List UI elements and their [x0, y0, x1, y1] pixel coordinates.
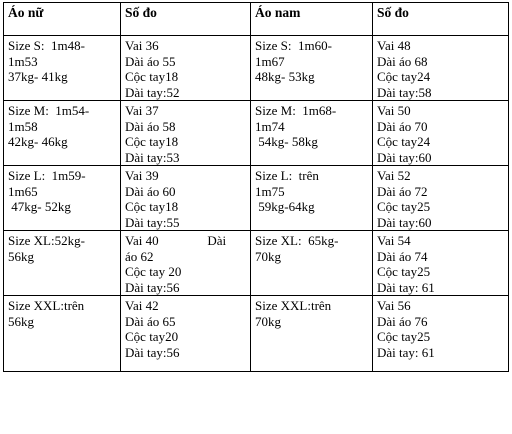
cell-line: Vai 40 Dài — [125, 233, 227, 248]
cell-line: Dài tay:60 — [377, 214, 432, 230]
cell-line: Size L: 1m59- — [8, 168, 86, 183]
cell-line: Cộc tay18 — [125, 69, 179, 84]
cell-line: Vai 54 — [377, 233, 411, 248]
table-row-size-xxl: Size XXL:trên 56kg Vai 42 Dài áo 65 Cộc … — [3, 295, 509, 372]
cell-line: Vai 36 — [125, 38, 159, 53]
cell-line: 47kg- 52kg — [8, 199, 71, 214]
header-men-measurements: Số đo — [372, 2, 509, 36]
men-measure-cell: Vai 48 Dài áo 68 Cộc tay24 Dài tay:58 — [372, 35, 509, 101]
cell-line: Cộc tay18 — [125, 134, 179, 149]
men-measure-cell: Vai 50 Dài áo 70 Cộc tay24 Dài tay:60 — [372, 100, 509, 166]
cell-line: Cộc tay25 — [377, 199, 431, 214]
cell-line: Cộc tay25 — [377, 329, 431, 344]
cell-line: 59kg-64kg — [255, 199, 315, 214]
cell-line: Dài tay:58 — [377, 84, 432, 100]
cell-line: 1m67 — [255, 53, 285, 69]
women-measure-cell: Vai 36 Dài áo 55 Cộc tay18 Dài tay:52 — [120, 35, 251, 101]
cell-line: Vai 39 — [125, 168, 159, 183]
cell-line: Cộc tay24 — [377, 69, 431, 84]
cell-line: Size XXL:trên — [8, 298, 85, 313]
cell-line: 70kg — [255, 248, 281, 264]
cell-line: Dài tay:60 — [377, 149, 432, 165]
men-size-cell: Size XL: 65kg- 70kg — [250, 230, 373, 296]
cell-line: 54kg- 58kg — [255, 134, 318, 149]
women-measure-cell: Vai 42 Dài áo 65 Cộc tay20 Dài tay:56 — [120, 295, 251, 372]
cell-line: Dài tay:52 — [125, 84, 180, 100]
cell-line: Size M: 1m68- — [255, 103, 337, 118]
men-size-cell: Size S: 1m60- 1m67 48kg- 53kg — [250, 35, 373, 101]
women-size-cell: Size M: 1m54- 1m58 42kg- 46kg — [3, 100, 121, 166]
table-row-size-xl: Size XL:52kg- 56kg Vai 40 Dài áo 62 Cộc … — [3, 230, 509, 296]
cell-line: Dài áo 65 — [125, 313, 176, 329]
cell-line: Dài áo 74 — [377, 248, 428, 264]
cell-line: Dài áo 60 — [125, 183, 176, 199]
cell-line: Dài áo 68 — [377, 53, 428, 69]
cell-line: Size XL: 65kg- — [255, 233, 339, 248]
women-size-cell: Size XXL:trên 56kg — [3, 295, 121, 372]
cell-line: Cộc tay25 — [377, 264, 431, 279]
header-women-shirt: Áo nữ — [3, 2, 121, 36]
cell-line: Dài tay:56 — [125, 279, 180, 295]
cell-line: Vai 48 — [377, 38, 411, 53]
cell-line: Size S: 1m48- — [8, 38, 85, 53]
men-measure-cell: Vai 52 Dài áo 72 Cộc tay25 Dài tay:60 — [372, 165, 509, 231]
table-row-size-s: Size S: 1m48- 1m53 37kg- 41kg Vai 36 Dài… — [3, 35, 509, 101]
cell-line: Cộc tay 20 — [125, 264, 182, 279]
cell-line: Dài tay:55 — [125, 214, 180, 230]
size-chart-table: Áo nữ Số đo Áo nam Số đo Size S: 1m48- 1… — [3, 2, 509, 372]
table-row-size-m: Size M: 1m54- 1m58 42kg- 46kg Vai 37 Dài… — [3, 100, 509, 166]
cell-line: Dài áo 72 — [377, 183, 428, 199]
table-row-size-l: Size L: 1m59- 1m65 47kg- 52kg Vai 39 Dài… — [3, 165, 509, 231]
header-men-shirt: Áo nam — [250, 2, 373, 36]
men-size-cell: Size XXL:trên 70kg — [250, 295, 373, 372]
cell-line: Vai 56 — [377, 298, 411, 313]
cell-line: Cộc tay20 — [125, 329, 179, 344]
men-size-cell: Size M: 1m68- 1m74 54kg- 58kg — [250, 100, 373, 166]
cell-line: Dài áo 76 — [377, 313, 428, 329]
cell-line: 56kg — [8, 248, 34, 264]
cell-line: Dài áo 55 — [125, 53, 176, 69]
cell-line: Vai 37 — [125, 103, 159, 118]
cell-line: 56kg — [8, 313, 34, 329]
cell-line: 37kg- 41kg — [8, 69, 68, 84]
women-measure-cell: Vai 40 Dài áo 62 Cộc tay 20 Dài tay:56 — [120, 230, 251, 296]
men-size-cell: Size L: trên 1m75 59kg-64kg — [250, 165, 373, 231]
cell-line: Size L: trên — [255, 168, 319, 183]
cell-line: áo 62 — [125, 248, 154, 264]
cell-line: Dài tay: 61 — [377, 279, 435, 295]
cell-line: Size XL:52kg- — [8, 233, 85, 248]
cell-line: Cộc tay18 — [125, 199, 179, 214]
cell-line: Dài tay:53 — [125, 149, 180, 165]
women-measure-cell: Vai 37 Dài áo 58 Cộc tay18 Dài tay:53 — [120, 100, 251, 166]
men-measure-cell: Vai 56 Dài áo 76 Cộc tay25 Dài tay: 61 — [372, 295, 509, 372]
cell-line: Vai 42 — [125, 298, 159, 313]
cell-line: Cộc tay24 — [377, 134, 431, 149]
cell-line: 1m58 — [8, 118, 38, 134]
cell-line: 1m65 — [8, 183, 38, 199]
women-size-cell: Size L: 1m59- 1m65 47kg- 52kg — [3, 165, 121, 231]
cell-line: Size M: 1m54- — [8, 103, 90, 118]
cell-line: Vai 52 — [377, 168, 411, 183]
cell-line: 42kg- 46kg — [8, 134, 68, 149]
header-women-measurements: Số đo — [120, 2, 251, 36]
cell-line: 1m53 — [8, 53, 38, 69]
cell-line: Dài áo 70 — [377, 118, 428, 134]
cell-line: 70kg — [255, 313, 281, 329]
cell-line: 48kg- 53kg — [255, 69, 315, 84]
women-size-cell: Size XL:52kg- 56kg — [3, 230, 121, 296]
women-size-cell: Size S: 1m48- 1m53 37kg- 41kg — [3, 35, 121, 101]
cell-line: Dài tay:56 — [125, 344, 180, 360]
cell-line: 1m74 — [255, 118, 285, 134]
cell-line: Vai 50 — [377, 103, 411, 118]
cell-line: Dài áo 58 — [125, 118, 176, 134]
cell-line: Dài tay: 61 — [377, 344, 435, 360]
cell-line: Size S: 1m60- — [255, 38, 332, 53]
men-measure-cell: Vai 54 Dài áo 74 Cộc tay25 Dài tay: 61 — [372, 230, 509, 296]
header-row: Áo nữ Số đo Áo nam Số đo — [3, 2, 509, 36]
women-measure-cell: Vai 39 Dài áo 60 Cộc tay18 Dài tay:55 — [120, 165, 251, 231]
cell-line: 1m75 — [255, 183, 285, 199]
cell-line: Size XXL:trên — [255, 298, 332, 313]
